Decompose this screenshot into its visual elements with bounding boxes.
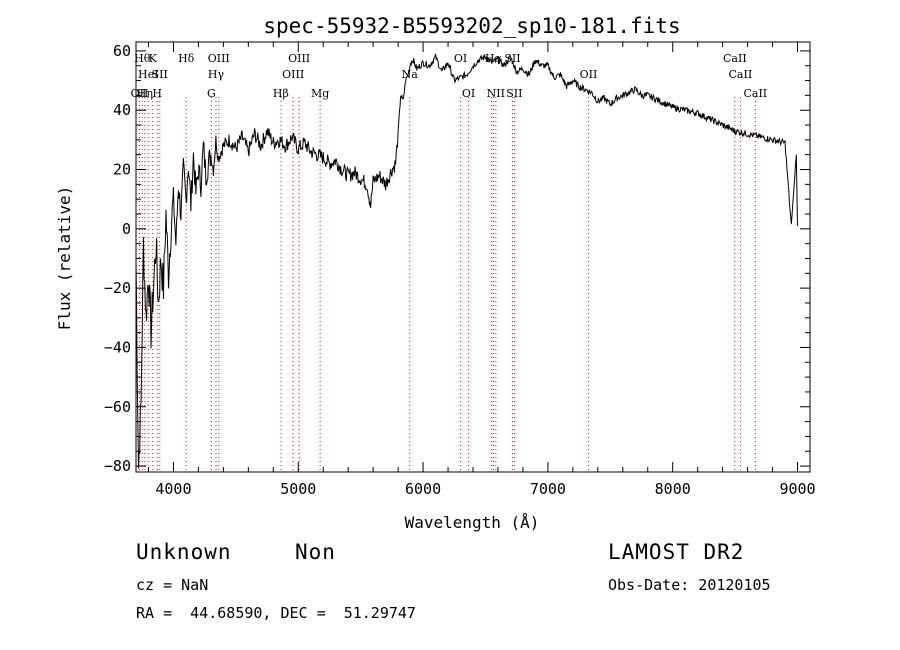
x-tick-label: 7000	[530, 480, 566, 498]
line-label: NII	[487, 87, 505, 100]
x-axis: 4000 5000 6000 7000 8000 9000	[147, 42, 816, 498]
line-label: OIII	[208, 52, 230, 65]
line-label: CaII	[729, 68, 753, 81]
x-axis-label: Wavelength (Å)	[405, 513, 540, 532]
emission-line-markers	[138, 97, 756, 472]
line-label: OIII	[282, 68, 304, 81]
cz-value: cz = NaN	[136, 576, 209, 594]
line-label: SII	[152, 68, 168, 81]
subclass-label: Non	[295, 540, 336, 564]
line-label: OI	[462, 87, 475, 100]
line-label: Mg	[311, 87, 329, 100]
x-tick-label: 6000	[405, 480, 441, 498]
line-label: H	[152, 87, 162, 100]
line-label: HeI	[138, 68, 158, 81]
x-tick-label: 9000	[779, 480, 815, 498]
y-tick-label: −40	[104, 338, 131, 356]
line-label: Hη	[137, 87, 153, 100]
line-label: Hβ	[273, 87, 289, 100]
x-tick-label: 5000	[280, 480, 316, 498]
line-label: Hθ	[134, 52, 151, 65]
survey-label: LAMOST DR2	[608, 540, 745, 564]
obs-date: Obs-Date: 20120105	[608, 576, 771, 594]
line-label: OIII	[288, 52, 310, 65]
line-label: Hδ	[178, 52, 195, 65]
line-label: CaII	[743, 87, 767, 100]
chart-title: spec-55932-B5593202_sp10-181.fits	[263, 14, 680, 38]
line-label: OII	[131, 87, 149, 100]
y-tick-label: 60	[113, 42, 131, 60]
line-label: K	[149, 52, 158, 65]
line-label: CaII	[723, 52, 747, 65]
line-label: OII	[580, 68, 598, 81]
x-tick-label: 4000	[155, 480, 191, 498]
y-axis-label: Flux (relative)	[55, 186, 74, 331]
class-label: Unknown	[136, 540, 232, 564]
y-tick-label: 40	[113, 101, 131, 119]
y-tick-label: −80	[104, 457, 131, 475]
x-tick-label: 8000	[655, 480, 691, 498]
y-axis: −80 −60 −40 −20 0 20 40 60	[104, 42, 810, 475]
plot-frame	[135, 41, 811, 473]
line-label: SII	[506, 87, 522, 100]
line-label: G	[207, 87, 216, 100]
coordinates: RA = 44.68590, DEC = 51.29747	[136, 604, 416, 622]
y-tick-label: 0	[122, 220, 131, 238]
y-tick-label: 20	[113, 161, 131, 179]
line-label: Hγ	[208, 68, 225, 81]
line-label: OI	[454, 52, 467, 65]
spectrum-line	[135, 53, 798, 469]
y-tick-label: −60	[104, 398, 131, 416]
y-tick-label: −20	[104, 279, 131, 297]
